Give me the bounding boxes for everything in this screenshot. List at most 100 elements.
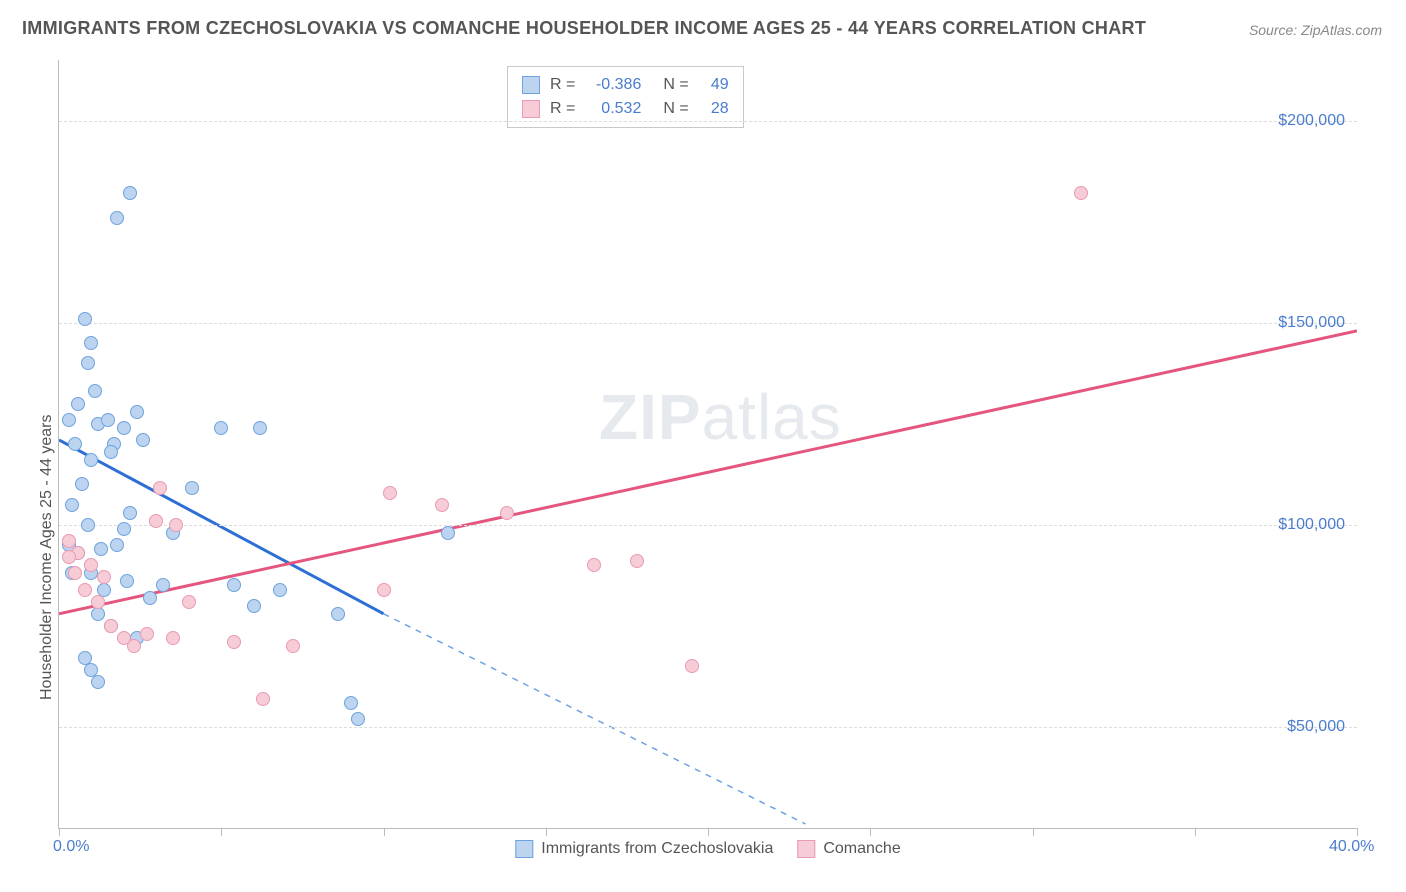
data-point (91, 607, 105, 621)
regression-lines-layer (59, 60, 1357, 828)
data-point (101, 413, 115, 427)
data-point (97, 570, 111, 584)
data-point (587, 558, 601, 572)
data-point (104, 445, 118, 459)
x-tick (1033, 828, 1034, 836)
data-point (78, 312, 92, 326)
data-point (123, 186, 137, 200)
data-point (1074, 186, 1088, 200)
data-point (78, 583, 92, 597)
data-point (227, 635, 241, 649)
gridline (59, 525, 1357, 526)
x-tick (221, 828, 222, 836)
series-swatch (515, 840, 533, 858)
stats-row: R = -0.386 N = 49 (522, 73, 729, 97)
data-point (351, 712, 365, 726)
stat-n-value: 49 (699, 76, 729, 94)
stat-r-value: -0.386 (585, 76, 641, 94)
data-point (75, 477, 89, 491)
watermark: ZIPatlas (599, 380, 842, 454)
y-tick-label: $50,000 (1287, 718, 1345, 736)
y-axis-label: Householder Income Ages 25 - 44 years (38, 415, 56, 701)
series-swatch (522, 76, 540, 94)
series-legend: Immigrants from Czechoslovakia Comanche (515, 840, 900, 858)
stats-row: R =0.532N =28 (522, 97, 729, 121)
data-point (153, 481, 167, 495)
x-tick-label: 0.0% (53, 838, 89, 856)
x-tick (1357, 828, 1358, 836)
y-tick-label: $200,000 (1278, 112, 1345, 130)
x-tick (59, 828, 60, 836)
legend-item: Comanche (797, 840, 900, 858)
data-point (143, 591, 157, 605)
watermark-atlas: atlas (702, 381, 842, 453)
data-point (62, 413, 76, 427)
data-point (91, 595, 105, 609)
data-point (149, 514, 163, 528)
data-point (117, 421, 131, 435)
stat-r-label: R = (550, 100, 575, 118)
gridline (59, 323, 1357, 324)
legend-item: Immigrants from Czechoslovakia (515, 840, 773, 858)
x-tick (708, 828, 709, 836)
x-tick (546, 828, 547, 836)
data-point (140, 627, 154, 641)
stat-n-value: 28 (699, 100, 729, 118)
data-point (62, 550, 76, 564)
data-point (253, 421, 267, 435)
plot-area: ZIPatlas R =-0.386N =49R =0.532N =28 Imm… (58, 60, 1357, 829)
source-attribution: Source: ZipAtlas.com (1249, 22, 1382, 38)
data-point (227, 578, 241, 592)
y-tick-label: $100,000 (1278, 516, 1345, 534)
gridline (59, 121, 1357, 122)
stat-r-label: R = (550, 76, 575, 94)
regression-line (59, 331, 1357, 614)
y-tick-label: $150,000 (1278, 314, 1345, 332)
data-point (68, 437, 82, 451)
data-point (166, 631, 180, 645)
regression-line-extrapolated (384, 614, 806, 824)
chart-title: IMMIGRANTS FROM CZECHOSLOVAKIA VS COMANC… (22, 18, 1146, 39)
data-point (84, 558, 98, 572)
data-point (441, 526, 455, 540)
data-point (331, 607, 345, 621)
data-point (94, 542, 108, 556)
stats-legend-box: R =-0.386N =49R =0.532N =28 (507, 66, 744, 128)
data-point (500, 506, 514, 520)
data-point (117, 522, 131, 536)
data-point (110, 211, 124, 225)
data-point (110, 538, 124, 552)
data-point (344, 696, 358, 710)
series-swatch (522, 100, 540, 118)
stat-n-label: N = (663, 76, 688, 94)
data-point (169, 518, 183, 532)
data-point (247, 599, 261, 613)
gridline (59, 727, 1357, 728)
data-point (214, 421, 228, 435)
data-point (62, 534, 76, 548)
data-point (123, 506, 137, 520)
data-point (435, 498, 449, 512)
watermark-zip: ZIP (599, 381, 702, 453)
x-tick (384, 828, 385, 836)
data-point (127, 639, 141, 653)
data-point (383, 486, 397, 500)
data-point (65, 498, 79, 512)
data-point (91, 675, 105, 689)
data-point (130, 405, 144, 419)
stat-n-label: N = (663, 100, 688, 118)
data-point (68, 566, 82, 580)
data-point (185, 481, 199, 495)
series-swatch (797, 840, 815, 858)
x-tick (870, 828, 871, 836)
data-point (71, 397, 85, 411)
data-point (256, 692, 270, 706)
data-point (136, 433, 150, 447)
data-point (182, 595, 196, 609)
data-point (286, 639, 300, 653)
data-point (120, 574, 134, 588)
data-point (84, 453, 98, 467)
data-point (156, 578, 170, 592)
data-point (88, 384, 102, 398)
legend-label: Comanche (823, 840, 900, 858)
